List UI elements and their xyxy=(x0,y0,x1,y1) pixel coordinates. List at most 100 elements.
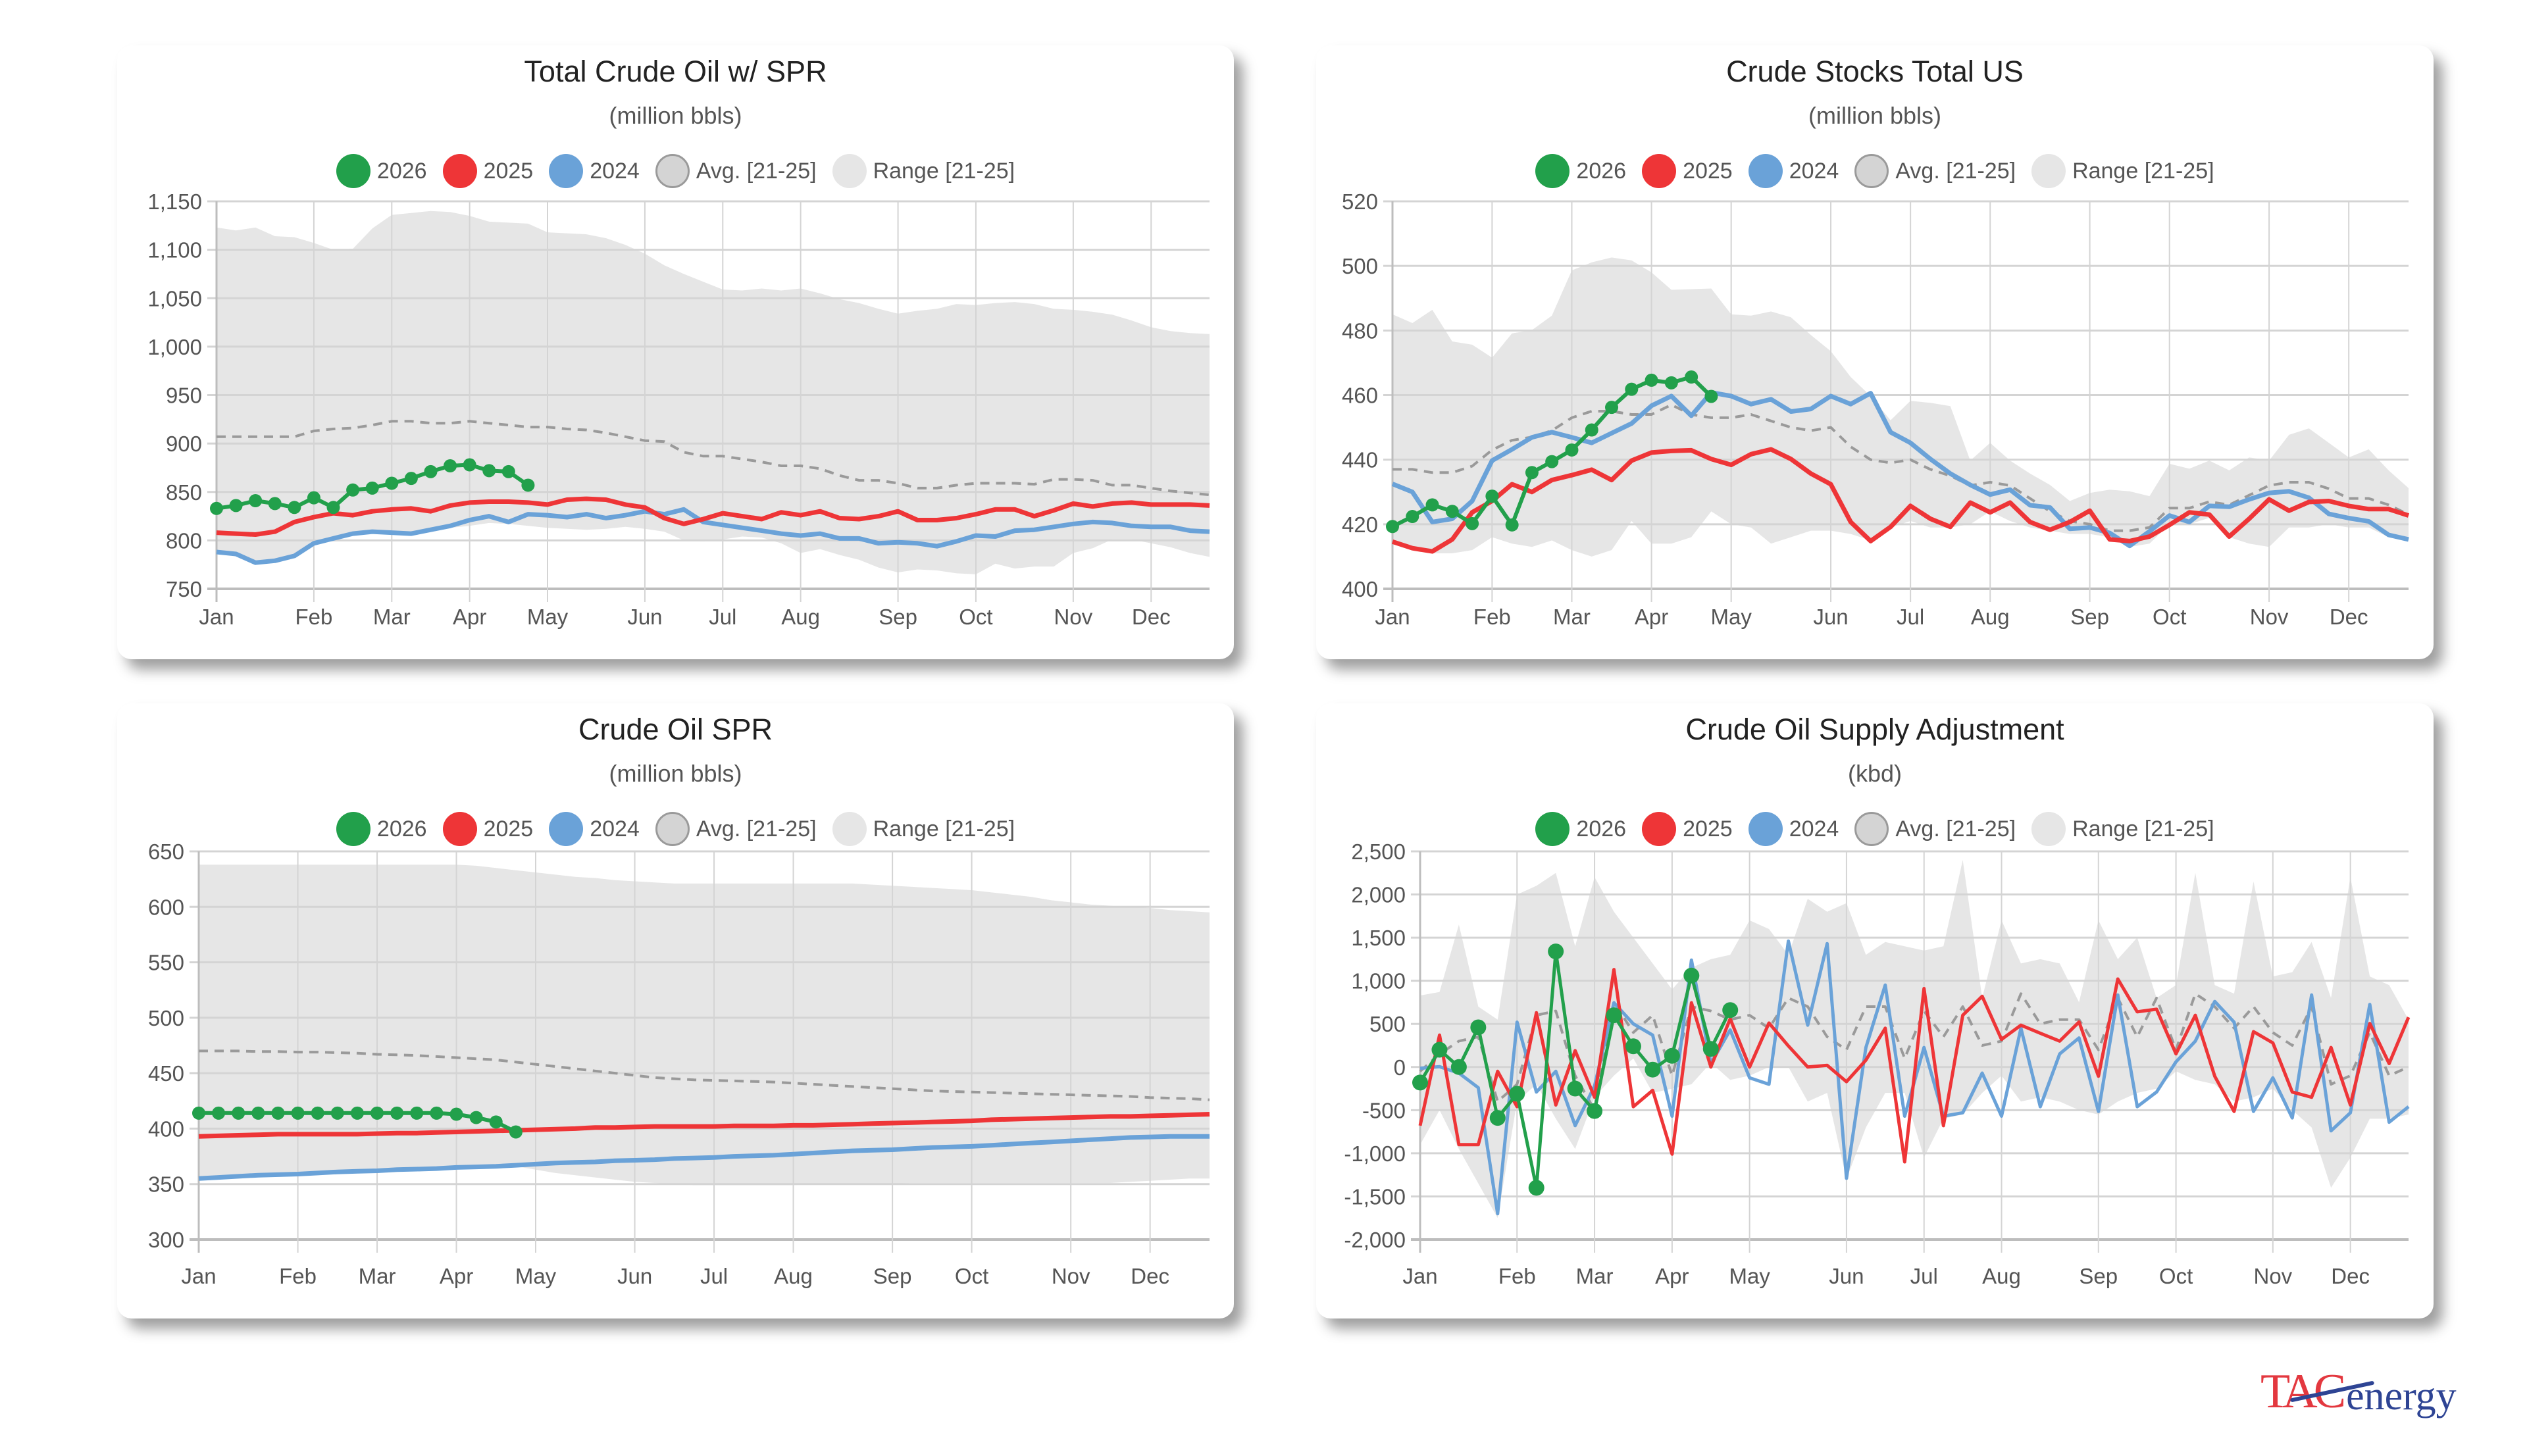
x-tick-label: Jan xyxy=(199,605,234,629)
series-2026-point[interactable] xyxy=(251,1106,265,1120)
x-tick-label: Jan xyxy=(1375,605,1410,629)
series-2026-point[interactable] xyxy=(1548,943,1564,960)
series-2026-point[interactable] xyxy=(1664,376,1678,389)
legend-item-avg[interactable]: Avg. [21-25] xyxy=(655,812,817,846)
series-2026-point[interactable] xyxy=(1645,373,1658,387)
series-2026-point[interactable] xyxy=(1466,516,1479,530)
series-2026-point[interactable] xyxy=(1585,423,1598,437)
series-2026-point[interactable] xyxy=(1565,443,1579,457)
x-tick-label: Jul xyxy=(1897,605,1924,629)
legend-item-2024[interactable]: 2024 xyxy=(549,154,640,188)
series-2026-point[interactable] xyxy=(489,1115,503,1129)
series-2026-point[interactable] xyxy=(469,1111,483,1124)
series-2026-point[interactable] xyxy=(385,476,399,490)
series-2026-point[interactable] xyxy=(1683,967,1700,984)
legend-item-avg[interactable]: Avg. [21-25] xyxy=(1854,154,2016,188)
series-2026-point[interactable] xyxy=(1722,1002,1739,1018)
series-2026-point[interactable] xyxy=(370,1106,384,1120)
series-2026-point[interactable] xyxy=(1489,1110,1506,1126)
legend-item-2024[interactable]: 2024 xyxy=(549,812,640,846)
series-2026-point[interactable] xyxy=(1625,382,1639,396)
legend-item-2026[interactable]: 2026 xyxy=(1535,812,1626,846)
legend-dot-icon xyxy=(549,154,584,188)
series-2026-point[interactable] xyxy=(430,1106,444,1120)
series-2026-point[interactable] xyxy=(410,1106,424,1120)
series-2026-point[interactable] xyxy=(521,478,535,492)
series-2026-point[interactable] xyxy=(1685,370,1698,384)
series-2026-point[interactable] xyxy=(311,1106,324,1120)
legend-item-range[interactable]: Range [21-25] xyxy=(832,812,1015,846)
series-2026-point[interactable] xyxy=(1445,505,1459,518)
legend-item-avg[interactable]: Avg. [21-25] xyxy=(1854,812,2016,846)
series-2026-point[interactable] xyxy=(444,459,457,472)
series-2026-point[interactable] xyxy=(1406,510,1419,524)
legend-item-2024[interactable]: 2024 xyxy=(1748,154,1839,188)
series-2026-point[interactable] xyxy=(232,1106,245,1120)
series-2026-point[interactable] xyxy=(192,1106,205,1120)
series-2026-point[interactable] xyxy=(212,1106,226,1120)
series-2026-point[interactable] xyxy=(365,481,379,495)
legend-item-2026[interactable]: 2026 xyxy=(336,154,427,188)
legend-item-2025[interactable]: 2025 xyxy=(442,154,533,188)
series-2026-point[interactable] xyxy=(1587,1103,1603,1119)
series-2026-point[interactable] xyxy=(1702,1041,1719,1057)
series-2026-point[interactable] xyxy=(390,1106,404,1120)
series-2026-point[interactable] xyxy=(1509,1086,1525,1102)
series-2026-point[interactable] xyxy=(1625,1038,1641,1055)
legend-item-range[interactable]: Range [21-25] xyxy=(832,154,1015,188)
legend-item-2026[interactable]: 2026 xyxy=(1535,154,1626,188)
series-2026-point[interactable] xyxy=(1450,1059,1467,1075)
legend-item-range[interactable]: Range [21-25] xyxy=(2031,154,2214,188)
legend-dot-icon xyxy=(2031,154,2066,188)
series-2026-point[interactable] xyxy=(501,464,515,478)
series-2026-point[interactable] xyxy=(330,1106,344,1120)
series-2026-point[interactable] xyxy=(210,501,223,515)
series-2026-point[interactable] xyxy=(463,458,476,472)
series-2026-point[interactable] xyxy=(1386,520,1399,534)
legend-item-2025[interactable]: 2025 xyxy=(442,812,533,846)
legend-item-avg[interactable]: Avg. [21-25] xyxy=(655,154,817,188)
legend-item-2025[interactable]: 2025 xyxy=(1642,812,1733,846)
x-tick-label: Nov xyxy=(1052,1264,1090,1288)
series-2026-point[interactable] xyxy=(1425,498,1439,512)
legend-item-2025[interactable]: 2025 xyxy=(1642,154,1733,188)
series-2026-point[interactable] xyxy=(346,483,360,497)
series-2026-point[interactable] xyxy=(1525,466,1539,480)
series-2026-point[interactable] xyxy=(288,501,301,515)
series-2026-point[interactable] xyxy=(229,499,243,513)
series-2026-point[interactable] xyxy=(404,472,418,486)
series-2026-point[interactable] xyxy=(1606,1007,1622,1024)
legend-item-2026[interactable]: 2026 xyxy=(336,812,427,846)
series-2026-point[interactable] xyxy=(1704,389,1718,403)
series-2026-point[interactable] xyxy=(1567,1080,1583,1097)
series-2026-point[interactable] xyxy=(1431,1042,1448,1058)
series-2026-point[interactable] xyxy=(268,497,282,511)
series-2026-point[interactable] xyxy=(449,1107,463,1121)
series-2026-point[interactable] xyxy=(350,1106,364,1120)
series-2026-point[interactable] xyxy=(1545,455,1559,468)
series-2026-point[interactable] xyxy=(249,494,263,508)
series-2026-point[interactable] xyxy=(1664,1047,1680,1064)
legend-dot-icon xyxy=(336,812,370,846)
series-2026-point[interactable] xyxy=(271,1106,285,1120)
series-2026-point[interactable] xyxy=(307,491,320,505)
series-2026-point[interactable] xyxy=(1470,1019,1487,1036)
series-2026-point[interactable] xyxy=(1645,1061,1661,1078)
series-2026-point[interactable] xyxy=(424,464,438,478)
series-2026-point[interactable] xyxy=(1528,1180,1544,1196)
series-2026-point[interactable] xyxy=(509,1125,523,1139)
chart-subtitle: (million bbls) xyxy=(609,102,742,129)
x-tick-label: Nov xyxy=(1054,605,1093,629)
series-2026-point[interactable] xyxy=(482,464,496,478)
series-2026-point[interactable] xyxy=(291,1106,305,1120)
x-tick-label: Aug xyxy=(1971,605,2010,629)
legend-item-2024[interactable]: 2024 xyxy=(1748,812,1839,846)
series-2026-point[interactable] xyxy=(1412,1074,1428,1091)
legend-dot-icon xyxy=(655,154,690,188)
x-tick-label: Apr xyxy=(1655,1264,1689,1288)
series-2026-point[interactable] xyxy=(1485,490,1499,503)
series-2026-point[interactable] xyxy=(1505,518,1519,532)
series-2026-point[interactable] xyxy=(326,501,340,515)
legend-item-range[interactable]: Range [21-25] xyxy=(2031,812,2214,846)
series-2026-point[interactable] xyxy=(1605,401,1619,414)
